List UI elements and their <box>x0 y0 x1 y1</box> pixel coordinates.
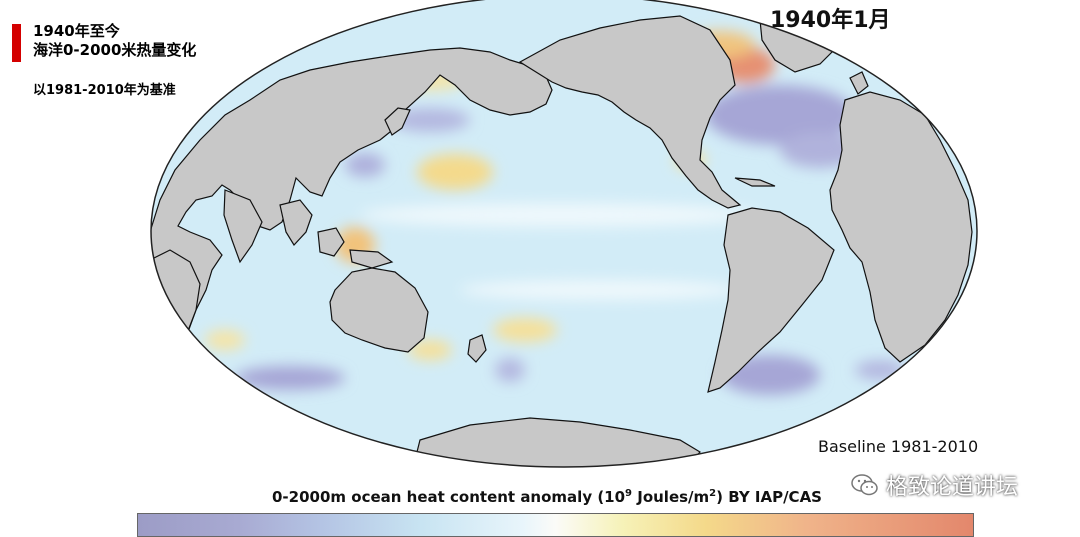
baseline-subtitle: 以1981-2010年为基准 <box>33 83 176 98</box>
watermark-name: 格致论道讲坛 <box>886 475 1019 500</box>
japan-landmass <box>384 107 411 136</box>
caption-post: ) BY IAP/CAS <box>716 488 822 506</box>
title-line-2: 海洋0-2000米热量变化 <box>33 41 197 59</box>
caribbean-islands <box>734 177 776 187</box>
cool-anomaly <box>235 366 345 390</box>
neutral-band <box>460 280 740 300</box>
colorbar <box>137 513 974 537</box>
date-label: 1940年1月 <box>770 8 891 33</box>
cool-anomaly <box>345 153 385 177</box>
india-landmass <box>223 189 263 264</box>
title-accent-bar <box>12 24 21 62</box>
southeast-asia-landmass <box>279 199 313 246</box>
baseline-label: Baseline 1981-2010 <box>818 437 979 456</box>
warm-anomaly <box>205 330 245 350</box>
cool-anomaly <box>705 85 855 145</box>
new-guinea-landmass <box>349 249 394 269</box>
europe-africa-east-landmass <box>829 91 973 363</box>
cool-anomaly <box>495 358 525 382</box>
watermark: 格致论道讲坛 <box>850 469 1018 501</box>
wechat-icon <box>851 474 878 496</box>
caption-pre: 0-2000m ocean heat content anomaly (10 <box>272 488 626 506</box>
caption-mid: Joules/m <box>632 488 710 506</box>
eurasia-africa-landmass <box>151 47 553 348</box>
title-line-1: 1940年至今 <box>33 22 120 40</box>
globe-outline <box>150 0 978 468</box>
colorbar-caption: 0-2000m ocean heat content anomaly (109 … <box>272 488 822 506</box>
caption-exponent-2: 2 <box>709 488 717 499</box>
neutral-band <box>360 203 760 227</box>
north-america-landmass <box>518 15 742 209</box>
caption-exponent: 9 <box>625 488 633 499</box>
australia-landmass <box>329 267 429 353</box>
warm-anomaly <box>408 340 452 360</box>
warm-anomaly <box>417 154 493 190</box>
cool-anomaly <box>390 108 470 132</box>
south-america-landmass <box>707 207 835 393</box>
uk-landmass <box>849 71 869 95</box>
warm-anomaly <box>493 318 557 342</box>
new-zealand-landmass <box>467 334 487 363</box>
borneo-landmass <box>317 227 345 257</box>
